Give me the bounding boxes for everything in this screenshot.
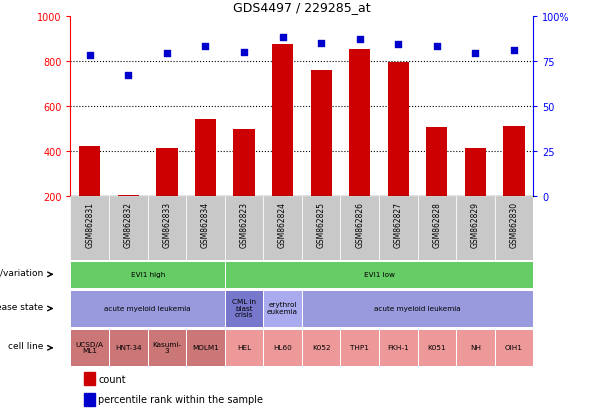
Bar [195,120,216,196]
FancyBboxPatch shape [302,290,533,327]
Text: HL60: HL60 [273,344,292,350]
Point [471,51,481,57]
Text: NH: NH [470,344,481,350]
Text: GSM862825: GSM862825 [317,201,326,247]
Point [355,37,365,43]
FancyBboxPatch shape [417,196,456,260]
FancyBboxPatch shape [379,196,417,260]
FancyBboxPatch shape [302,196,340,260]
Text: acute myeloid leukemia: acute myeloid leukemia [104,305,191,311]
Text: percentile rank within the sample: percentile rank within the sample [98,394,263,404]
Text: genotype/variation: genotype/variation [0,269,44,278]
Point [394,42,403,49]
FancyBboxPatch shape [379,330,417,366]
Text: erythrol
eukemia: erythrol eukemia [267,302,298,314]
Point [123,73,133,79]
Text: GSM862824: GSM862824 [278,201,287,247]
Point [316,40,326,47]
FancyBboxPatch shape [264,330,302,366]
Text: UCSD/A
ML1: UCSD/A ML1 [76,341,104,354]
FancyBboxPatch shape [186,330,225,366]
Bar [85,393,94,406]
Text: FKH-1: FKH-1 [387,344,409,350]
Text: K051: K051 [428,344,446,350]
Bar [387,62,409,196]
FancyBboxPatch shape [225,330,264,366]
Text: CML in
blast
crisis: CML in blast crisis [232,299,256,318]
Text: GSM862830: GSM862830 [509,201,519,247]
FancyBboxPatch shape [70,330,109,366]
Text: EVI1 high: EVI1 high [131,271,165,277]
Text: GSM862833: GSM862833 [162,201,172,247]
FancyBboxPatch shape [340,196,379,260]
Text: GSM862823: GSM862823 [240,201,248,247]
Text: disease state: disease state [0,302,44,311]
FancyBboxPatch shape [340,330,379,366]
FancyBboxPatch shape [264,196,302,260]
FancyBboxPatch shape [70,196,109,260]
Bar [156,149,178,196]
FancyBboxPatch shape [495,196,533,260]
Point [278,35,287,41]
Text: GSM862832: GSM862832 [124,201,133,247]
Bar [426,128,447,196]
Bar [311,70,332,196]
Text: K052: K052 [312,344,330,350]
Point [239,49,249,56]
Bar [272,45,293,196]
FancyBboxPatch shape [417,330,456,366]
Text: GSM862828: GSM862828 [432,201,441,247]
Text: GSM862829: GSM862829 [471,201,480,247]
FancyBboxPatch shape [302,330,340,366]
FancyBboxPatch shape [495,330,533,366]
Text: MOLM1: MOLM1 [192,344,219,350]
FancyBboxPatch shape [109,330,148,366]
Text: GSM862827: GSM862827 [394,201,403,247]
Text: GSM862831: GSM862831 [85,201,94,247]
FancyBboxPatch shape [456,330,495,366]
Bar [465,149,486,196]
Text: HEL: HEL [237,344,251,350]
FancyBboxPatch shape [225,196,264,260]
Point [200,44,210,50]
Title: GDS4497 / 229285_at: GDS4497 / 229285_at [233,1,371,14]
Text: HNT-34: HNT-34 [115,344,142,350]
FancyBboxPatch shape [456,196,495,260]
Bar [85,373,94,385]
Bar [234,130,254,196]
FancyBboxPatch shape [148,196,186,260]
Text: GSM862826: GSM862826 [356,201,364,247]
Text: cell line: cell line [9,342,44,351]
Point [85,53,94,59]
Text: Kasumi-
3: Kasumi- 3 [153,341,181,354]
Bar [503,126,525,196]
FancyBboxPatch shape [109,196,148,260]
Text: acute myeloid leukemia: acute myeloid leukemia [375,305,461,311]
Bar [349,50,370,196]
Text: count: count [98,374,126,384]
FancyBboxPatch shape [70,261,225,288]
Text: EVI1 low: EVI1 low [364,271,395,277]
FancyBboxPatch shape [186,196,225,260]
FancyBboxPatch shape [225,261,533,288]
FancyBboxPatch shape [225,290,264,327]
Bar [79,147,101,196]
FancyBboxPatch shape [264,290,302,327]
Point [509,47,519,54]
Text: THP1: THP1 [350,344,369,350]
FancyBboxPatch shape [70,290,225,327]
Point [162,51,172,57]
FancyBboxPatch shape [148,330,186,366]
Point [432,44,442,50]
Text: GSM862834: GSM862834 [201,201,210,247]
Text: OIH1: OIH1 [505,344,523,350]
Bar [118,195,139,196]
